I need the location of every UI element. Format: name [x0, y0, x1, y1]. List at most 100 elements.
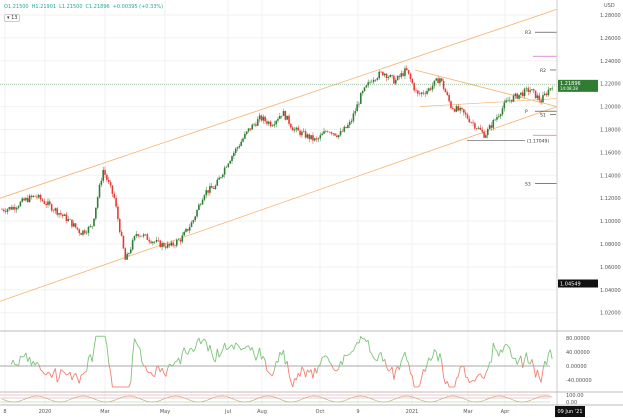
candle-body [367, 82, 369, 86]
candle-body [435, 78, 438, 81]
channel-lower [0, 106, 558, 302]
oscillator-segment [443, 377, 446, 385]
candle-body [54, 208, 57, 211]
oscillator-segment [494, 348, 498, 352]
oscillator-segment [301, 366, 305, 371]
candle-body [183, 231, 185, 236]
oscillator-segment [463, 366, 467, 378]
cursor-date-label: 09 Jun '21 [557, 409, 582, 415]
oscillator-segment [237, 344, 240, 348]
candle-body [89, 226, 92, 227]
oscillator-segment [290, 381, 294, 388]
oscillator-segment [406, 359, 410, 364]
oscillator-segment [272, 370, 275, 376]
candle-body [220, 177, 222, 178]
candle-body [85, 232, 88, 234]
interval-button[interactable]: ▾ 13 [4, 14, 21, 22]
candle-body [207, 190, 209, 193]
candle-body [268, 121, 270, 124]
candle-body [437, 78, 439, 84]
oscillator-segment [498, 349, 502, 357]
oscillator-segment [542, 360, 546, 371]
candle-body [314, 138, 316, 141]
candle-body [466, 114, 469, 119]
oscillator-segment [235, 342, 238, 345]
candle-body [238, 145, 241, 148]
oscillator-segment [310, 369, 314, 379]
y-tick-label: 1.12000 [600, 196, 621, 202]
oscillator-segment [110, 371, 113, 388]
oscillator-segment [49, 373, 53, 378]
oscillator-segment [27, 356, 31, 362]
candle-body [404, 68, 406, 76]
oscillator-segment [283, 349, 286, 365]
candle-body [194, 216, 196, 221]
oscillator-segment [386, 366, 389, 372]
candle-body [337, 135, 340, 138]
candle-body [135, 234, 138, 237]
candle-body [429, 88, 432, 90]
oscillator-segment [231, 344, 235, 350]
oscillator-segment [69, 372, 73, 381]
candle-body [247, 128, 250, 132]
candle-body [343, 126, 346, 132]
candle-body [516, 93, 518, 99]
candle-body [141, 235, 143, 237]
oscillator-segment [279, 351, 283, 356]
candle-body [159, 240, 162, 248]
candle-body [163, 243, 165, 247]
candle-body [199, 204, 202, 206]
candle-body [120, 232, 123, 236]
oscillator-segment [262, 356, 266, 361]
oscillator-segment [457, 367, 461, 377]
candle-body [95, 207, 97, 219]
candle-body [301, 131, 303, 136]
candle-body [387, 77, 390, 78]
candle-body [345, 126, 347, 128]
candle-body [374, 79, 377, 81]
candle-body [536, 95, 539, 99]
oscillator-segment [251, 347, 255, 355]
candle-body [190, 222, 193, 228]
candle-body [293, 129, 296, 131]
oscillator-segment [411, 375, 415, 388]
candle-body [380, 71, 382, 73]
candle-body [488, 125, 491, 130]
oscillator-segment [25, 352, 29, 362]
oscillator-segment [244, 346, 248, 349]
fib-label: (1.17049) [527, 138, 549, 144]
oscillator-segment [42, 371, 45, 375]
oscillator-segment [157, 366, 161, 373]
oscillator-segment [430, 357, 433, 361]
candle-body [126, 253, 128, 260]
oscillator-segment [132, 338, 135, 356]
oscillator-segment [424, 364, 428, 372]
candle-body [231, 156, 233, 161]
candle-body [187, 228, 189, 231]
candle-body [76, 227, 79, 230]
oscillator-segment [165, 368, 169, 377]
candle-body [336, 135, 338, 138]
oscillator-segment [546, 353, 549, 366]
candle-body [50, 204, 53, 211]
candle-body [475, 128, 478, 129]
oscillator-segment [292, 378, 296, 388]
candle-body [71, 219, 73, 227]
candle-body [291, 127, 294, 131]
candle-body [396, 75, 399, 81]
oscillator-segment [181, 347, 185, 353]
candle-body [474, 123, 476, 129]
candle-body [111, 185, 114, 194]
candle-body [249, 128, 252, 130]
oscillator-segment [469, 381, 472, 384]
y-tick-label: 1.26000 [600, 36, 621, 42]
oscillator-segment [56, 378, 60, 383]
oscillator-segment [432, 349, 435, 358]
oscillator-segment [388, 369, 391, 372]
candle-body [6, 209, 9, 212]
candle-body [253, 124, 255, 125]
oscillator-segment [474, 376, 478, 382]
oscillator-segment [516, 359, 520, 365]
candle-body [170, 242, 173, 246]
